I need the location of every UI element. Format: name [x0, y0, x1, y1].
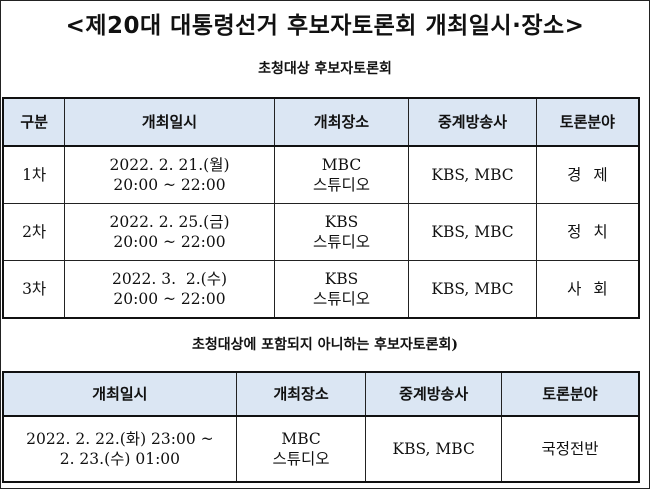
broadcaster-cell: KBS, MBC [408, 145, 537, 204]
venue-cell: MBC 스튜디오 [235, 415, 367, 483]
venue-type: 스튜디오 [312, 176, 371, 194]
datetime-cell: 2022. 2. 22.(화) 23:00 ~ 2. 23.(수) 01:00 [2, 415, 237, 483]
topic-cell: 경제 [535, 145, 640, 204]
time-text: 20:00 ~ 22:00 [113, 290, 226, 308]
table-row: 3차 2022. 3. 2.(수) 20:00 ~ 22:00 KBS 스튜디오… [2, 260, 640, 319]
date-text: 2022. 2. 25.(금) [109, 213, 230, 231]
time-text: 20:00 ~ 22:00 [113, 233, 226, 251]
broadcaster-cell: KBS, MBC [365, 415, 502, 483]
non-invited-debate-table: 개최일시 개최장소 중계방송사 토론분야 2022. 2. 22.(화) 23:… [2, 371, 640, 483]
header-round: 구분 [2, 97, 66, 147]
topic-cell: 사회 [535, 260, 640, 319]
venue-name: KBS [324, 270, 359, 288]
topic-text: 사회 [567, 280, 620, 298]
table-header-row: 개최일시 개최장소 중계방송사 토론분야 [2, 371, 640, 417]
section1-subtitle: 초청대상 후보자토론회 [258, 61, 392, 77]
topic-cell: 정치 [535, 203, 640, 261]
document-title: <제20대 대통령선거 후보자토론회 개최일시·장소> [65, 13, 585, 39]
venue-name: KBS [324, 213, 359, 231]
venue-cell: KBS 스튜디오 [273, 260, 410, 319]
datetime-cell: 2022. 2. 21.(월) 20:00 ~ 22:00 [64, 145, 275, 204]
topic-cell: 국정전반 [500, 415, 640, 483]
round-cell: 1차 [2, 145, 66, 204]
header-venue: 개최장소 [235, 371, 367, 417]
round-cell: 2차 [2, 203, 66, 261]
header-topic: 토론분야 [500, 371, 640, 417]
header-broadcaster: 중계방송사 [408, 97, 537, 147]
table-row: 2022. 2. 22.(화) 23:00 ~ 2. 23.(수) 01:00 … [2, 415, 640, 483]
header-venue: 개최장소 [273, 97, 410, 147]
venue-name: MBC [321, 156, 362, 174]
header-broadcaster: 중계방송사 [365, 371, 502, 417]
venue-cell: KBS 스튜디오 [273, 203, 410, 261]
datetime-cell: 2022. 3. 2.(수) 20:00 ~ 22:00 [64, 260, 275, 319]
date-text: 2022. 3. 2.(수) [111, 270, 228, 288]
time-text: 20:00 ~ 22:00 [113, 176, 226, 194]
venue-type: 스튜디오 [312, 290, 371, 308]
invited-debate-table: 구분 개최일시 개최장소 중계방송사 토론분야 1차 2022. 2. 21.(… [2, 97, 640, 319]
topic-text: 정치 [567, 223, 620, 241]
section2-subtitle: 초청대상에 포함되지 아니하는 후보자토론회) [192, 337, 458, 353]
table-row: 2차 2022. 2. 25.(금) 20:00 ~ 22:00 KBS 스튜디… [2, 203, 640, 261]
datetime-end: 2. 23.(수) 01:00 [59, 450, 181, 468]
table-row: 1차 2022. 2. 21.(월) 20:00 ~ 22:00 MBC 스튜디… [2, 145, 640, 204]
venue-type: 스튜디오 [272, 450, 330, 468]
broadcaster-cell: KBS, MBC [408, 260, 537, 319]
header-datetime: 개최일시 [64, 97, 275, 147]
venue-name: MBC [281, 430, 321, 448]
datetime-start: 2022. 2. 22.(화) 23:00 ~ [26, 430, 214, 448]
venue-type: 스튜디오 [312, 233, 371, 251]
date-text: 2022. 2. 21.(월) [109, 156, 230, 174]
broadcaster-cell: KBS, MBC [408, 203, 537, 261]
header-topic: 토론분야 [535, 97, 640, 147]
header-datetime: 개최일시 [2, 371, 237, 417]
venue-cell: MBC 스튜디오 [273, 145, 410, 204]
table-header-row: 구분 개최일시 개최장소 중계방송사 토론분야 [2, 97, 640, 147]
round-cell: 3차 [2, 260, 66, 319]
topic-text: 경제 [567, 166, 620, 184]
datetime-cell: 2022. 2. 25.(금) 20:00 ~ 22:00 [64, 203, 275, 261]
